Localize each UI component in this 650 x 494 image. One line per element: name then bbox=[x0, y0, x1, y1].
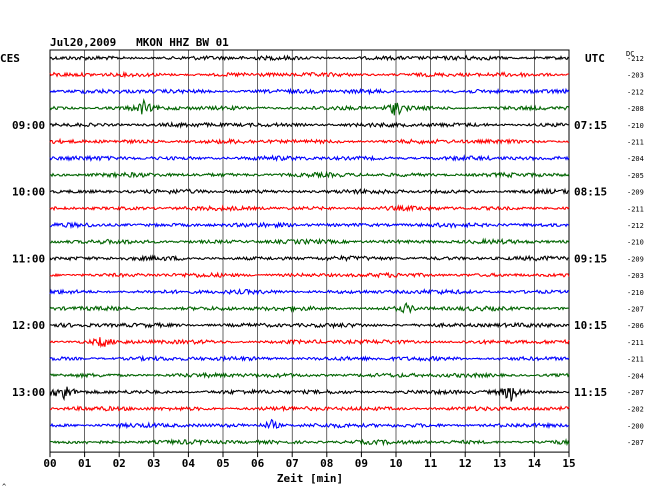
seismic-trace-line bbox=[49, 337, 570, 349]
left-time-label: 10:00 bbox=[12, 186, 45, 199]
x-tick-label: 05 bbox=[216, 457, 229, 470]
dc-offset-label: -207 bbox=[627, 389, 644, 397]
dc-offset-label: -210 bbox=[627, 122, 644, 130]
seismic-trace-line bbox=[49, 187, 570, 196]
seismic-trace-line bbox=[49, 54, 570, 62]
x-tick-label: 04 bbox=[182, 457, 196, 470]
seismic-trace-line bbox=[49, 97, 570, 116]
x-axis-title: Zeit [min] bbox=[277, 472, 343, 485]
seismic-trace-line bbox=[50, 221, 569, 230]
left-time-label: 12:00 bbox=[12, 319, 45, 332]
seismic-trace-line bbox=[49, 288, 570, 296]
dc-offset-label: -211 bbox=[627, 339, 644, 347]
dc-offset-label: -211 bbox=[627, 356, 644, 364]
seismic-trace-line bbox=[49, 418, 570, 430]
x-tick-label: 01 bbox=[78, 457, 92, 470]
seismic-trace-line bbox=[49, 170, 570, 179]
seismic-trace-line bbox=[49, 154, 570, 163]
chart-title: Jul20,2009 MKON HHZ BW 01 bbox=[50, 36, 229, 49]
dc-offset-label: -203 bbox=[627, 272, 644, 280]
dc-offset-label: -210 bbox=[627, 239, 644, 247]
dc-offset-label: -209 bbox=[627, 189, 644, 197]
seismic-trace-line bbox=[49, 354, 570, 363]
x-tick-label: 03 bbox=[147, 457, 160, 470]
seismic-trace-line bbox=[49, 438, 570, 447]
dc-offset-label: -203 bbox=[627, 72, 644, 80]
dc-offset-label: -204 bbox=[627, 155, 644, 163]
x-tick-label: 02 bbox=[113, 457, 126, 470]
dc-offset-label: -209 bbox=[627, 255, 644, 263]
dc-offset-label: -211 bbox=[627, 205, 644, 213]
left-time-label: 13:00 bbox=[12, 386, 45, 399]
x-tick-label: 10 bbox=[389, 457, 402, 470]
seismic-trace-line bbox=[49, 70, 569, 79]
dc-offset-label: -211 bbox=[627, 139, 644, 147]
seismic-trace-line bbox=[49, 87, 570, 96]
seismic-trace-line bbox=[49, 301, 570, 315]
left-time-label: 11:00 bbox=[12, 252, 45, 265]
axis-label-group: 00 01 02 03 04 05 06 07 08 09 10 11 12 13 14 15 -212 -203… bbox=[12, 55, 644, 470]
right-time-label: 08:15 bbox=[574, 186, 607, 199]
seismic-trace-line bbox=[49, 371, 570, 379]
seismic-trace-line bbox=[49, 271, 570, 279]
plot-frame bbox=[49, 49, 570, 453]
dc-header-label: DC bbox=[626, 50, 634, 58]
time-grid bbox=[49, 49, 570, 458]
seismic-trace-line bbox=[49, 254, 570, 263]
dc-offset-label: -212 bbox=[627, 55, 644, 63]
dc-offset-label: -204 bbox=[627, 372, 644, 380]
x-tick-label: 08 bbox=[320, 457, 333, 470]
x-tick-label: 09 bbox=[355, 457, 368, 470]
right-timezone-label: UTC bbox=[585, 52, 605, 65]
trace-group bbox=[49, 54, 570, 447]
seismic-trace-line bbox=[49, 404, 570, 413]
x-tick-label: 11 bbox=[424, 457, 438, 470]
dc-offset-label: -205 bbox=[627, 172, 644, 180]
left-time-label: 09:00 bbox=[12, 119, 45, 132]
dc-offset-label: -210 bbox=[627, 289, 644, 297]
dc-offset-label: -212 bbox=[627, 222, 644, 230]
right-time-label: 09:15 bbox=[574, 252, 607, 265]
x-tick-label: 12 bbox=[459, 457, 472, 470]
dc-offset-label: -212 bbox=[627, 88, 644, 96]
x-tick-label: 06 bbox=[251, 457, 265, 470]
x-tick-label: 07 bbox=[286, 457, 299, 470]
seismic-trace-line bbox=[49, 321, 570, 330]
seismic-trace-line bbox=[49, 137, 570, 146]
seismic-trace-line bbox=[49, 120, 570, 129]
dc-offset-label: -207 bbox=[627, 439, 644, 447]
x-tick-label: 15 bbox=[562, 457, 575, 470]
dc-offset-label: -208 bbox=[627, 105, 644, 113]
left-timezone-label: CES bbox=[0, 52, 20, 65]
right-time-label: 11:15 bbox=[574, 386, 607, 399]
dc-offset-label: -202 bbox=[627, 406, 644, 414]
right-time-label: 07:15 bbox=[574, 119, 607, 132]
dc-offset-label: -207 bbox=[627, 306, 644, 314]
dc-offset-label: -200 bbox=[627, 422, 644, 430]
right-time-label: 10:15 bbox=[574, 319, 607, 332]
x-tick-label: 13 bbox=[493, 457, 506, 470]
x-tick-label: 00 bbox=[43, 457, 56, 470]
seismic-trace-line bbox=[49, 204, 570, 213]
seismic-trace-line bbox=[49, 237, 570, 246]
x-tick-label: 14 bbox=[528, 457, 542, 470]
dc-offset-label: -206 bbox=[627, 322, 644, 330]
seismic-trace-line bbox=[49, 386, 570, 402]
corner-mark: ^ bbox=[2, 483, 6, 491]
